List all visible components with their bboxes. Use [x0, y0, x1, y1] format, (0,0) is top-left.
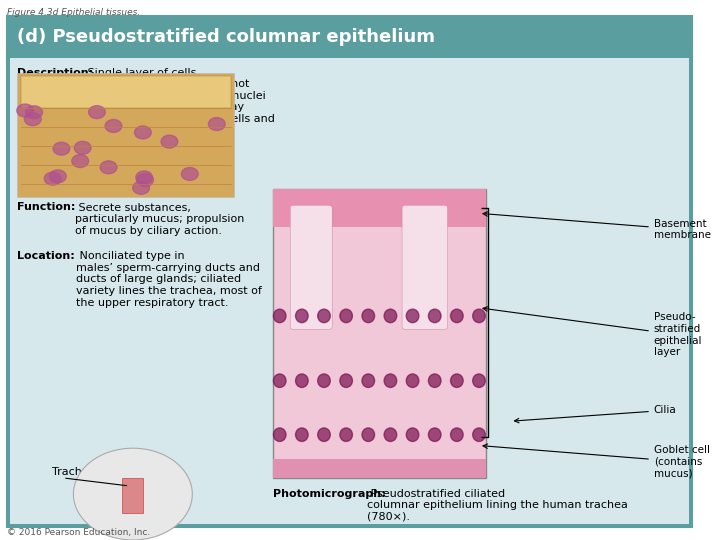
FancyBboxPatch shape: [290, 205, 332, 329]
Ellipse shape: [451, 428, 463, 442]
FancyBboxPatch shape: [21, 76, 230, 108]
Ellipse shape: [406, 428, 419, 442]
Ellipse shape: [340, 309, 352, 322]
Circle shape: [105, 119, 122, 132]
Text: Goblet cell
(contains
mucus): Goblet cell (contains mucus): [483, 444, 710, 478]
Ellipse shape: [295, 374, 308, 388]
FancyBboxPatch shape: [122, 478, 143, 513]
Text: Secrete substances,
particularly mucus; propulsion
of mucus by ciliary action.: Secrete substances, particularly mucus; …: [75, 202, 244, 235]
Text: Figure 4.3d Epithelial tissues.: Figure 4.3d Epithelial tissues.: [7, 8, 140, 17]
Circle shape: [181, 167, 198, 180]
Circle shape: [100, 161, 117, 174]
Ellipse shape: [318, 428, 330, 442]
Ellipse shape: [274, 428, 286, 442]
Ellipse shape: [451, 374, 463, 388]
Ellipse shape: [473, 428, 485, 442]
FancyBboxPatch shape: [11, 58, 689, 524]
Ellipse shape: [384, 428, 397, 442]
FancyBboxPatch shape: [273, 189, 486, 227]
Ellipse shape: [340, 428, 352, 442]
Circle shape: [208, 118, 225, 131]
Ellipse shape: [406, 309, 419, 322]
Text: Cilia: Cilia: [515, 406, 677, 423]
Ellipse shape: [340, 374, 352, 388]
Circle shape: [50, 170, 66, 183]
Text: Trachea: Trachea: [53, 467, 96, 477]
Circle shape: [44, 172, 61, 185]
Ellipse shape: [384, 309, 397, 322]
Text: Description:: Description:: [17, 68, 94, 78]
Circle shape: [17, 104, 34, 117]
Circle shape: [26, 106, 42, 119]
Text: Pseudostratified ciliated
columnar epithelium lining the human trachea
(780×).: Pseudostratified ciliated columnar epith…: [367, 489, 628, 522]
Ellipse shape: [428, 428, 441, 442]
Ellipse shape: [362, 428, 374, 442]
Text: Single layer of cells
of differing heights, some not
reaching the free surface; : Single layer of cells of differing heigh…: [84, 68, 275, 136]
Circle shape: [136, 171, 153, 184]
Circle shape: [72, 154, 89, 167]
Text: Location:: Location:: [17, 251, 75, 261]
Text: © 2016 Pearson Education, Inc.: © 2016 Pearson Education, Inc.: [7, 528, 150, 537]
Ellipse shape: [473, 309, 485, 322]
FancyBboxPatch shape: [273, 459, 486, 478]
Text: Function:: Function:: [17, 202, 76, 213]
Circle shape: [53, 142, 70, 155]
Ellipse shape: [318, 374, 330, 388]
Ellipse shape: [428, 374, 441, 388]
Ellipse shape: [428, 309, 441, 322]
FancyBboxPatch shape: [7, 16, 692, 57]
Circle shape: [161, 135, 178, 148]
Ellipse shape: [473, 374, 485, 388]
FancyBboxPatch shape: [402, 205, 448, 329]
Ellipse shape: [295, 309, 308, 322]
Ellipse shape: [362, 309, 374, 322]
Ellipse shape: [274, 309, 286, 322]
Text: (d) Pseudostratified columnar epithelium: (d) Pseudostratified columnar epithelium: [17, 28, 436, 46]
Ellipse shape: [451, 309, 463, 322]
Text: Basement
membrane: Basement membrane: [483, 212, 711, 240]
Text: Pseudo-
stratified
epithelial
layer: Pseudo- stratified epithelial layer: [483, 307, 702, 357]
Text: Nonciliated type in
males’ sperm-carrying ducts and
ducts of large glands; cilia: Nonciliated type in males’ sperm-carryin…: [76, 251, 261, 307]
Circle shape: [74, 141, 91, 154]
Ellipse shape: [295, 428, 308, 442]
Circle shape: [135, 126, 151, 139]
Circle shape: [24, 113, 41, 126]
FancyBboxPatch shape: [7, 16, 692, 526]
Circle shape: [137, 173, 153, 186]
Circle shape: [89, 106, 105, 119]
Circle shape: [73, 448, 192, 540]
Ellipse shape: [362, 374, 374, 388]
Ellipse shape: [406, 374, 419, 388]
Text: Photomicrograph:: Photomicrograph:: [273, 489, 385, 499]
Ellipse shape: [274, 374, 286, 388]
Circle shape: [132, 181, 150, 194]
Ellipse shape: [318, 309, 330, 322]
Ellipse shape: [384, 374, 397, 388]
FancyBboxPatch shape: [273, 189, 486, 478]
FancyBboxPatch shape: [17, 73, 234, 197]
